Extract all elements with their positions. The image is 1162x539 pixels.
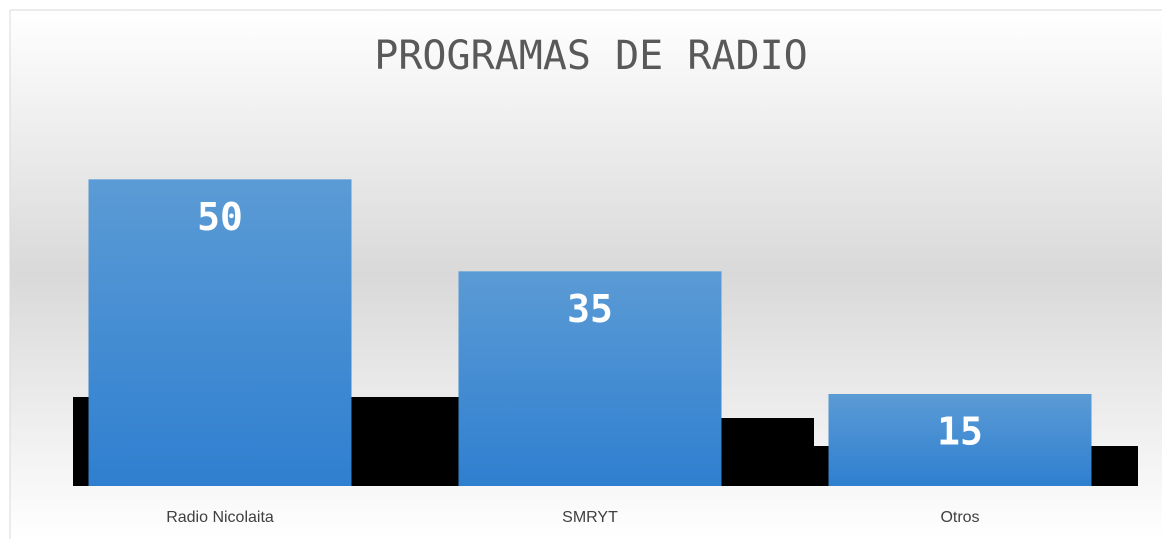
data-label: 50 — [197, 195, 243, 239]
chart-title: PROGRAMAS DE RADIO — [374, 33, 807, 79]
bar — [828, 394, 1092, 486]
bar — [458, 271, 722, 486]
x-tick-label: Otros — [940, 509, 979, 526]
data-label: 35 — [567, 287, 613, 331]
x-tick-label: Radio Nicolaita — [166, 509, 274, 526]
bar — [88, 179, 352, 487]
x-tick-label: SMRYT — [562, 509, 618, 526]
data-label: 15 — [937, 410, 983, 454]
